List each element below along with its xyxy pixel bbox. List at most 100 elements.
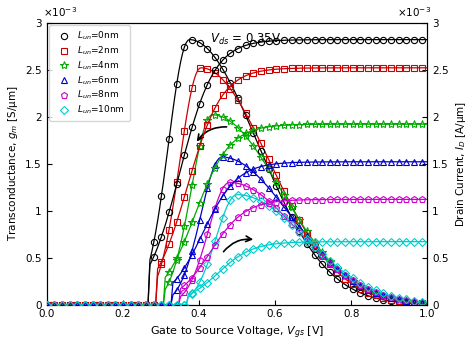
$L_{un}$=6nm [403,299,409,303]
$L_{un}$=2nm [273,173,279,177]
$L_{un}$=4nm [120,303,126,307]
$L_{un}$=0nm [212,56,218,60]
$L_{un}$=10nm [411,299,417,303]
$L_{un}$=4nm [273,180,279,184]
$L_{un}$=8nm [97,303,103,307]
$L_{un}$=10nm [136,303,141,307]
$L_{un}$=8nm [159,303,164,307]
$L_{un}$=4nm [228,119,233,123]
$L_{un}$=2nm [128,303,134,307]
$L_{un}$=10nm [273,209,279,213]
$L_{un}$=4nm [327,259,333,263]
$L_{un}$=8nm [228,180,233,185]
$L_{un}$=8nm [136,303,141,307]
$L_{un}$=8nm [166,303,172,307]
$L_{un}$=4nm [296,218,302,222]
$L_{un}$=10nm [350,276,356,280]
$L_{un}$=2nm [304,231,310,235]
$L_{un}$=10nm [281,215,287,220]
$L_{un}$=2nm [143,303,149,307]
$L_{un}$=6nm [289,215,294,219]
$L_{un}$=4nm [220,115,226,119]
$L_{un}$=8nm [381,293,386,297]
$L_{un}$=0nm [97,303,103,307]
$L_{un}$=4nm [182,224,187,228]
$L_{un}$=0nm [281,200,287,204]
$L_{un}$=10nm [342,271,348,275]
$L_{un}$=8nm [258,193,264,197]
$L_{un}$=8nm [273,206,279,210]
$L_{un}$=10nm [159,303,164,307]
$L_{un}$=8nm [220,187,226,191]
$L_{un}$=10nm [266,204,272,208]
$L_{un}$=6nm [97,303,103,307]
$L_{un}$=2nm [166,228,172,232]
$L_{un}$=10nm [166,303,172,307]
$L_{un}$=6nm [228,156,233,160]
$L_{un}$=2nm [228,87,233,91]
$L_{un}$=2nm [266,157,272,161]
$L_{un}$=0nm [59,303,65,307]
$L_{un}$=4nm [373,291,379,296]
$L_{un}$=6nm [120,303,126,307]
$L_{un}$=0nm [411,301,417,305]
$L_{un}$=4nm [113,303,118,307]
$L_{un}$=0nm [403,301,409,305]
$L_{un}$=0nm [335,277,340,281]
$L_{un}$=8nm [296,230,302,234]
$L_{un}$=6nm [258,177,264,181]
$L_{un}$=10nm [143,303,149,307]
Line: $L_{un}$=10nm: $L_{un}$=10nm [44,192,424,307]
$L_{un}$=0nm [342,282,348,287]
$L_{un}$=6nm [67,303,73,307]
$L_{un}$=6nm [281,205,287,209]
$L_{un}$=4nm [258,155,264,159]
$L_{un}$=10nm [381,291,386,295]
$L_{un}$=10nm [243,194,248,198]
$L_{un}$=10nm [220,215,226,220]
$L_{un}$=10nm [335,265,340,269]
$L_{un}$=10nm [67,303,73,307]
$L_{un}$=8nm [319,254,325,258]
$L_{un}$=10nm [74,303,80,307]
$L_{un}$=4nm [319,250,325,254]
$L_{un}$=6nm [212,162,218,167]
$L_{un}$=2nm [159,262,164,266]
$L_{un}$=6nm [266,186,272,190]
$L_{un}$=2nm [403,300,409,304]
$L_{un}$=8nm [182,290,187,295]
$L_{un}$=6nm [381,294,386,298]
$L_{un}$=2nm [312,243,318,247]
$L_{un}$=8nm [327,261,333,265]
$L_{un}$=0nm [289,215,294,219]
$L_{un}$=4nm [403,299,409,303]
$L_{un}$=6nm [350,279,356,283]
$L_{un}$=6nm [319,252,325,256]
$L_{un}$=2nm [258,141,264,145]
$L_{un}$=2nm [357,287,363,291]
Y-axis label: Transconductance, $g_m$ [S/μm]: Transconductance, $g_m$ [S/μm] [6,86,19,242]
$L_{un}$=2nm [296,218,302,222]
$L_{un}$=8nm [304,238,310,242]
$L_{un}$=4nm [67,303,73,307]
$L_{un}$=8nm [128,303,134,307]
$L_{un}$=0nm [128,303,134,307]
$L_{un}$=4nm [365,288,371,293]
$L_{un}$=6nm [105,303,110,307]
$L_{un}$=10nm [258,199,264,203]
$L_{un}$=2nm [281,189,287,193]
$L_{un}$=6nm [182,272,187,277]
$L_{un}$=0nm [44,303,49,307]
$L_{un}$=8nm [113,303,118,307]
$L_{un}$=2nm [327,262,333,266]
$L_{un}$=0nm [159,194,164,198]
$L_{un}$=10nm [151,303,156,307]
$L_{un}$=4nm [281,193,287,197]
$L_{un}$=6nm [304,234,310,238]
$L_{un}$=8nm [250,188,256,192]
$L_{un}$=10nm [174,303,180,307]
$L_{un}$=4nm [159,303,164,307]
$L_{un}$=2nm [120,303,126,307]
Text: $\times 10^{-3}$: $\times 10^{-3}$ [397,5,431,19]
$L_{un}$=2nm [51,303,57,307]
